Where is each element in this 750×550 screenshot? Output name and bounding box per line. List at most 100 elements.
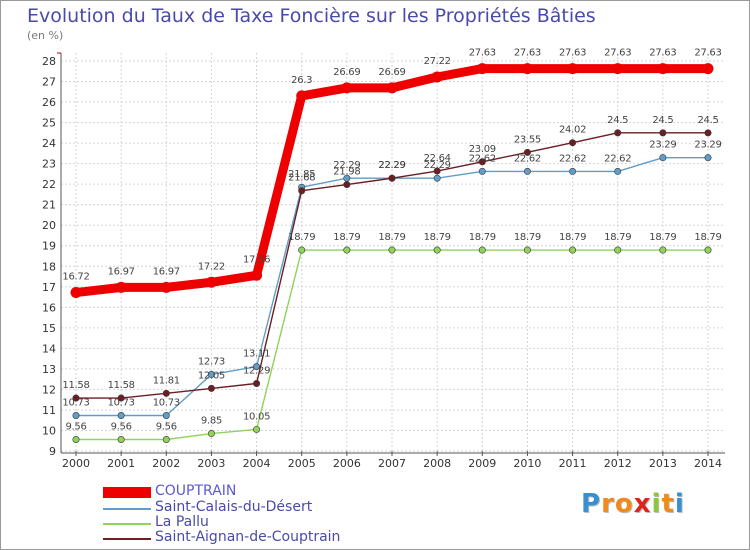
series-1-point <box>614 167 622 175</box>
series-0-data-label: 27.63 <box>649 48 676 59</box>
series-2-point <box>117 436 125 444</box>
series-2-point <box>343 246 351 254</box>
y-tick-label: 20 <box>42 219 56 232</box>
y-tick-label: 12 <box>42 383 56 396</box>
series-0-data-label: 16.72 <box>62 272 89 283</box>
series-0-point <box>160 281 172 293</box>
series-0-point <box>702 63 714 75</box>
series-2-point <box>523 246 531 254</box>
y-tick-label: 11 <box>42 404 56 417</box>
x-tick-label: 2009 <box>468 457 496 470</box>
series-0-data-label: 17.56 <box>243 254 270 265</box>
series-2-point <box>207 430 215 438</box>
series-0-point <box>476 63 488 75</box>
series-2-point <box>704 246 712 254</box>
series-3-data-label: 24.5 <box>607 115 628 126</box>
series-1-data-label: 23.29 <box>649 140 676 151</box>
series-2-point <box>72 436 80 444</box>
logo-letter: t <box>661 489 675 519</box>
series-1-data-label: 10.73 <box>108 397 135 408</box>
series-1-data-label: 22.62 <box>514 153 541 164</box>
y-tick-label: 25 <box>42 117 56 130</box>
series-1-point <box>117 411 125 419</box>
x-tick-label: 2014 <box>694 457 722 470</box>
series-3-point <box>298 187 306 195</box>
x-tick-label: 2013 <box>649 457 677 470</box>
logo-letter: P <box>581 489 602 519</box>
series-3-data-label: 24.5 <box>697 115 718 126</box>
legend-swatch <box>103 523 151 525</box>
y-tick-label: 16 <box>42 301 56 314</box>
legend-swatch <box>103 508 151 510</box>
series-0-point <box>70 287 82 299</box>
y-tick-label: 15 <box>42 322 56 335</box>
series-3-point <box>117 394 125 402</box>
series-0-point <box>431 71 443 83</box>
series-2-point <box>569 246 577 254</box>
x-tick-label: 2004 <box>243 457 271 470</box>
series-0-data-label: 27.22 <box>424 56 451 67</box>
series-1-data-label: 21.85 <box>288 169 315 180</box>
series-2-data-label: 18.79 <box>559 232 586 243</box>
series-1-point <box>207 370 215 378</box>
series-1-point <box>478 167 486 175</box>
series-3-data-label: 11.58 <box>108 380 135 391</box>
series-2-data-label: 10.05 <box>243 411 270 422</box>
series-0-data-label: 27.63 <box>559 48 586 59</box>
series-0-data-label: 27.63 <box>469 48 496 59</box>
x-tick-label: 2011 <box>559 457 587 470</box>
proxiti-logo: Proxiti <box>581 489 685 519</box>
series-0-point <box>115 281 127 293</box>
series-1-data-label: 22.29 <box>333 160 360 171</box>
y-tick-label: 24 <box>42 137 56 150</box>
x-tick-label: 2000 <box>62 457 90 470</box>
y-tick-label: 14 <box>42 342 56 355</box>
series-3-data-label: 11.58 <box>62 380 89 391</box>
series-2-point <box>388 246 396 254</box>
legend-label: COUPTRAIN <box>155 483 237 499</box>
series-3-data-label: 22.64 <box>424 153 451 164</box>
series-1-data-label: 22.29 <box>424 160 451 171</box>
series-1-point <box>659 154 667 162</box>
series-2-data-label: 18.79 <box>288 232 315 243</box>
series-0-point <box>341 82 353 94</box>
series-2-point <box>659 246 667 254</box>
series-1-point <box>569 167 577 175</box>
series-2-data-label: 9.56 <box>65 422 86 433</box>
series-2-data-label: 18.79 <box>333 232 360 243</box>
series-2-data-label: 9.56 <box>156 422 177 433</box>
y-tick-label: 27 <box>42 76 56 89</box>
series-1-data-label: 12.73 <box>198 356 225 367</box>
series-3-data-label: 24.02 <box>559 125 586 136</box>
series-3-point <box>569 139 577 147</box>
series-3-data-label: 12.05 <box>198 370 225 381</box>
legend-swatch <box>103 487 151 498</box>
series-1-point <box>433 174 441 182</box>
series-3-point <box>433 167 441 175</box>
series-3-point <box>207 384 215 392</box>
chart-unit-label: (en %) <box>27 29 64 42</box>
x-tick-label: 2012 <box>604 457 632 470</box>
series-2-data-label: 18.79 <box>694 232 721 243</box>
series-0-data-label: 16.97 <box>108 266 135 277</box>
series-1-data-label: 22.62 <box>604 153 631 164</box>
series-1-data-label: 13.11 <box>243 349 270 360</box>
series-3-point <box>72 394 80 402</box>
series-3-data-label: 22.29 <box>378 160 405 171</box>
series-2-data-label: 18.79 <box>424 232 451 243</box>
series-3-data-label: 23.55 <box>514 134 541 145</box>
series-3-point <box>659 129 667 137</box>
series-0-data-label: 26.69 <box>333 67 360 78</box>
series-3-point <box>478 158 486 166</box>
series-3-point <box>388 174 396 182</box>
series-0-point <box>567 63 579 75</box>
logo-letter: x <box>633 489 652 519</box>
y-tick-label: 21 <box>42 199 56 212</box>
x-tick-label: 2002 <box>152 457 180 470</box>
series-0-point <box>251 269 263 281</box>
x-tick-label: 2001 <box>107 457 135 470</box>
series-3-point <box>343 181 351 189</box>
x-tick-label: 2008 <box>423 457 451 470</box>
